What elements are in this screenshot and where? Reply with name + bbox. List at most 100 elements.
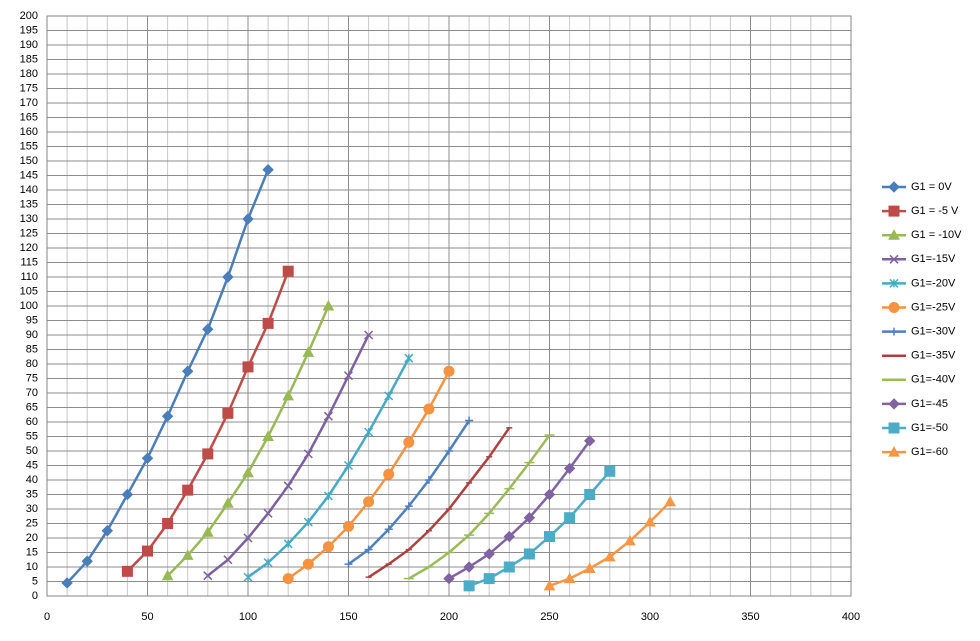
y-tick-label: 160 [20, 126, 38, 138]
y-tick-label: 0 [32, 590, 38, 602]
data-point [384, 525, 393, 534]
data-point [283, 539, 293, 549]
series-line [408, 434, 551, 580]
data-point [101, 525, 114, 537]
data-point [443, 572, 455, 585]
data-point [564, 512, 576, 524]
y-tick-label: 185 [20, 53, 38, 65]
data-point [202, 323, 214, 335]
data-point [404, 502, 413, 511]
data-point [463, 561, 475, 573]
data-point [61, 577, 73, 589]
legend-label: G1=-40V [911, 374, 956, 386]
data-point [322, 541, 334, 553]
y-tick-label: 100 [20, 300, 38, 312]
data-point [142, 545, 153, 557]
legend-label: G1 = -10V [911, 229, 962, 241]
y-tick-label: 165 [20, 111, 38, 123]
legend-label: G1 = 0V [911, 181, 952, 193]
legend-marker [888, 398, 900, 410]
x-tick-label: 400 [842, 611, 860, 623]
y-tick-label: 80 [26, 358, 38, 370]
data-point [523, 548, 535, 560]
data-point [303, 517, 313, 527]
legend-marker [888, 229, 900, 240]
data-point [483, 573, 495, 585]
legend-marker [888, 422, 900, 434]
data-point [262, 317, 274, 329]
data-point [282, 265, 294, 277]
x-tick-label: 50 [141, 611, 153, 623]
data-point [323, 491, 333, 501]
data-point [384, 391, 394, 401]
data-point [584, 489, 596, 500]
data-point [503, 561, 515, 573]
legend-marker [888, 302, 900, 313]
y-tick-label: 35 [26, 488, 38, 500]
data-point [603, 550, 616, 562]
legend-marker [888, 205, 900, 217]
data-point [262, 430, 274, 441]
y-tick-label: 60 [26, 416, 38, 428]
y-tick-label: 110 [20, 271, 38, 283]
data-point [583, 562, 596, 573]
y-tick-label: 5 [32, 575, 38, 587]
data-point [343, 520, 354, 532]
x-tick-label: 150 [339, 611, 357, 623]
plot-border [46, 15, 852, 597]
data-point [664, 495, 676, 507]
data-point [364, 330, 374, 340]
data-point [624, 534, 636, 546]
legend-label: G1=-50 [911, 422, 948, 434]
x-tick-label: 300 [641, 611, 659, 623]
data-point [463, 580, 475, 592]
legend-marker [888, 181, 900, 193]
data-point [81, 555, 93, 567]
legend-label: G1=-15V [911, 253, 956, 265]
data-point [203, 571, 213, 581]
data-point [161, 410, 174, 422]
series-line [367, 427, 511, 579]
data-point [543, 579, 556, 591]
y-tick-label: 175 [20, 82, 38, 94]
data-point [445, 447, 453, 455]
data-point [222, 271, 234, 283]
data-point [181, 549, 194, 560]
x-tick-label: 350 [741, 611, 759, 623]
y-tick-label: 70 [26, 387, 38, 399]
y-tick-label: 125 [20, 227, 38, 239]
y-tick-label: 170 [20, 97, 38, 109]
y-tick-label: 190 [20, 39, 38, 51]
data-point [604, 465, 616, 477]
legend-marker [890, 327, 898, 336]
y-tick-label: 20 [26, 532, 38, 544]
data-point [644, 516, 656, 527]
data-point [563, 572, 576, 584]
y-tick-label: 50 [26, 445, 38, 457]
y-tick-label: 75 [26, 372, 38, 384]
data-point [343, 460, 354, 471]
data-point [223, 555, 233, 565]
data-point [282, 573, 294, 585]
data-point [403, 436, 415, 448]
legend-label: G1=-20V [911, 277, 956, 289]
data-point [283, 481, 293, 491]
data-point [282, 389, 295, 401]
data-point [222, 407, 234, 419]
y-tick-label: 30 [26, 503, 38, 515]
legend-label: G1=-45 [911, 398, 948, 410]
data-point [303, 449, 313, 459]
data-point [364, 427, 374, 437]
data-point [121, 488, 134, 501]
y-tick-label: 120 [20, 242, 38, 254]
y-tick-label: 40 [26, 474, 38, 486]
data-point [242, 466, 254, 478]
y-tick-label: 55 [26, 430, 38, 442]
data-point [243, 533, 253, 543]
x-tick-label: 200 [440, 611, 458, 623]
data-point [523, 511, 536, 524]
y-tick-label: 155 [20, 140, 38, 152]
data-point [443, 365, 455, 377]
legend-label: G1=-25V [911, 301, 956, 313]
